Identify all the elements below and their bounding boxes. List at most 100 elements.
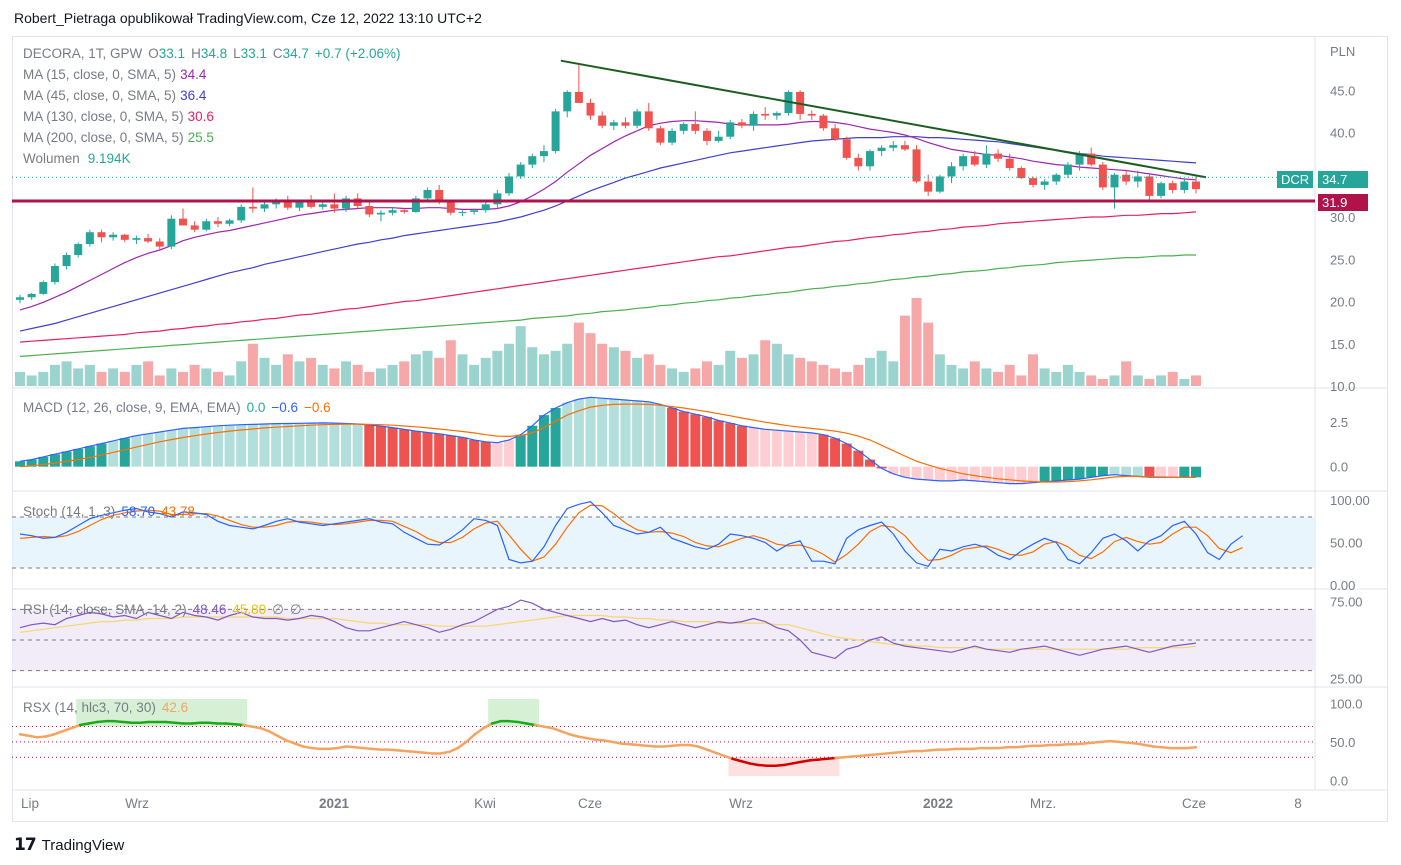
rsx-line-segment (593, 738, 605, 742)
rsx-line-segment (70, 723, 82, 730)
macd-label: MACD (12, 26, close, 9, EMA, EMA) (23, 400, 241, 415)
tradingview-footer[interactable]: 𝟭𝟳 TradingView (14, 835, 124, 855)
macd-histogram-bar (143, 433, 154, 467)
candle-body (318, 204, 327, 207)
rsx-line-segment (671, 743, 683, 748)
candle-body (831, 128, 840, 140)
rsx-line-segment (576, 735, 588, 740)
volume-layer (15, 298, 1201, 386)
macd-histogram-bar (981, 466, 992, 482)
candle-body (458, 211, 467, 213)
macd-histogram-bar (317, 422, 328, 467)
macd-histogram-bar (655, 404, 666, 467)
rsx-line-segment (611, 740, 623, 745)
time-axis-label: Wrz (729, 796, 753, 811)
rsx-line-segment (87, 720, 99, 725)
macd-histogram-bar (201, 426, 212, 467)
macd-histogram-bar (573, 399, 584, 467)
candle-body (726, 122, 735, 137)
rsx-line-segment (525, 722, 537, 727)
candle-body (493, 193, 502, 205)
time-axis-label: Cze (578, 796, 602, 811)
macd-histogram-bar (597, 398, 608, 467)
candle-body (132, 238, 141, 240)
volume-bar (247, 343, 258, 386)
macd-histogram-bar (504, 440, 515, 467)
open-value: 33.1 (158, 46, 186, 61)
macd-histogram-bar (422, 432, 433, 467)
volume-bar (538, 354, 549, 386)
candle-body (16, 297, 24, 300)
macd-histogram-bar (294, 423, 305, 467)
symbol-name: DECORA, 1T, GPW (23, 46, 143, 61)
candle-body (1052, 174, 1061, 182)
open-label: O (148, 46, 159, 61)
rsx-line-segment (550, 726, 563, 733)
candle-body (1180, 181, 1189, 190)
stoch-d-line (19, 504, 1243, 563)
candle-body (679, 124, 688, 131)
change-value: +0.7 (+2.06%) (314, 46, 401, 61)
rsx-line-segment (602, 739, 614, 744)
candle-body (702, 130, 711, 141)
currency-label: PLN (1330, 44, 1355, 59)
rsx-line-segment (1083, 741, 1095, 745)
rsx-line-segment (782, 762, 794, 767)
volume-bar (410, 354, 421, 386)
ma15-label: MA (15, close, 0, SMA, 5) (23, 67, 177, 82)
macd-histogram-bar (108, 440, 119, 467)
rsx-line-segment (696, 745, 708, 751)
macd-histogram-bar (667, 408, 678, 467)
volume-bar (771, 343, 782, 386)
rsx-line-segment (533, 723, 545, 728)
macd-histogram-bar (247, 424, 258, 467)
macd-histogram-bar (259, 424, 270, 467)
volume-bar (1004, 364, 1015, 386)
rsx-line-segment (1126, 741, 1138, 745)
stoch-label: Stoch (14, 1, 3) (23, 504, 116, 519)
rsx-line-segment (1151, 745, 1163, 749)
volume-bar (993, 371, 1004, 386)
volume-bar (585, 333, 596, 386)
candle-body (691, 124, 700, 131)
volume-bar (399, 361, 410, 386)
candle-body (411, 198, 420, 212)
candle-body (1110, 174, 1119, 188)
rsx-line-segment (877, 752, 889, 756)
rsi-extra2: ∅ (289, 602, 302, 617)
candle-body (516, 164, 525, 177)
rsx-line-segment (362, 746, 374, 751)
ma45-value: 36.4 (180, 88, 207, 103)
macd-histogram-bar (1016, 466, 1027, 484)
ma130-value: 30.6 (187, 109, 214, 124)
candle-body (446, 201, 455, 213)
candle-body (854, 157, 863, 167)
macd-histogram-bar (1086, 466, 1097, 478)
rsx-line-segment (250, 725, 262, 730)
ma200-legend-row: MA (200, close, 0, SMA, 5) 25.5 (23, 127, 404, 148)
rsx-line-segment (722, 754, 734, 761)
macd-histogram-bar (1004, 466, 1015, 484)
stoch-pane (12, 501, 1315, 569)
candle-body (772, 113, 781, 116)
macd-signal-value: −0.6 (304, 400, 331, 415)
rsx-line-segment (370, 747, 382, 751)
rsx-line-segment (336, 745, 348, 750)
volume-bar (667, 368, 678, 386)
tradingview-logo-icon: 𝟭𝟳 (14, 835, 37, 854)
volume-bar (760, 340, 771, 386)
rsx-line-segment (490, 719, 502, 725)
rsx-line-segment (233, 723, 245, 727)
candle-body (120, 234, 129, 240)
macd-histogram-bar (853, 450, 864, 467)
rsx-line-segment (78, 722, 90, 727)
volume-bar (946, 364, 957, 386)
candle-body (959, 156, 968, 167)
stoch-k-line (19, 501, 1243, 567)
rsx-line-segment (817, 757, 829, 761)
support-price-tag: 31.9 (1318, 194, 1368, 211)
macd-histogram-bar (725, 423, 736, 467)
candle-body (1087, 153, 1096, 165)
rsx-line-segment (113, 719, 125, 724)
